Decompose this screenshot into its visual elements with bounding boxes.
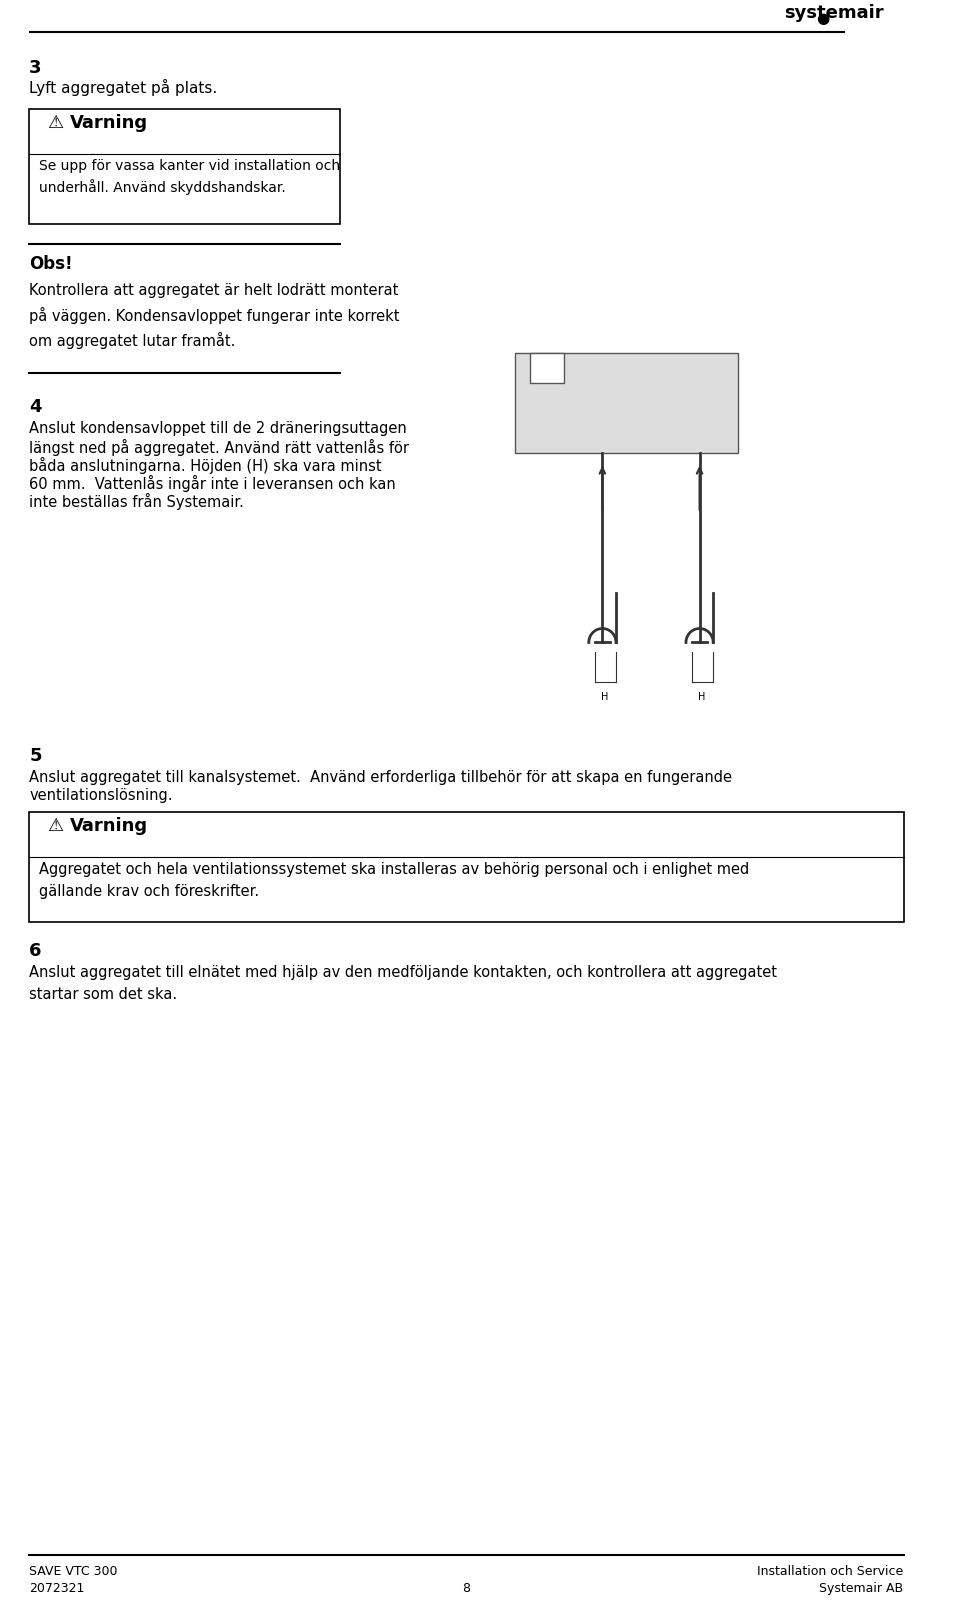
Text: SAVE VTC 300: SAVE VTC 300 bbox=[29, 1565, 118, 1578]
Text: Lyft aggregatet på plats.: Lyft aggregatet på plats. bbox=[29, 79, 217, 96]
Text: längst ned på aggregatet. Använd rätt vattenlås för: längst ned på aggregatet. Använd rätt va… bbox=[29, 440, 409, 456]
Text: 5: 5 bbox=[29, 748, 41, 766]
Text: Se upp för vassa kanter vid installation och
underhåll. Använd skyddshandskar.: Se upp för vassa kanter vid installation… bbox=[38, 159, 340, 196]
Text: Systemair AB: Systemair AB bbox=[820, 1583, 903, 1595]
Text: Installation och Service: Installation och Service bbox=[757, 1565, 903, 1578]
Text: ventilationslösning.: ventilationslösning. bbox=[29, 788, 173, 802]
Text: Anslut aggregatet till elnätet med hjälp av den medföljande kontakten, och kontr: Anslut aggregatet till elnätet med hjälp… bbox=[29, 965, 778, 1002]
Text: båda anslutningarna. Höjden (H) ska vara minst: båda anslutningarna. Höjden (H) ska vara… bbox=[29, 457, 382, 473]
Text: inte beställas från Systemair.: inte beställas från Systemair. bbox=[29, 493, 244, 510]
Text: 3: 3 bbox=[29, 59, 41, 77]
Bar bbox=[29, 812, 903, 921]
Text: Anslut kondensavloppet till de 2 dräneringsuttagen: Anslut kondensavloppet till de 2 dräneri… bbox=[29, 421, 407, 437]
Text: 4: 4 bbox=[29, 398, 41, 416]
Text: H: H bbox=[698, 692, 706, 703]
Text: 60 mm.  Vattenlås ingår inte i leveransen och kan: 60 mm. Vattenlås ingår inte i leveransen… bbox=[29, 475, 396, 493]
Text: H: H bbox=[601, 692, 608, 703]
Text: 2072321: 2072321 bbox=[29, 1583, 84, 1595]
Text: ⚠: ⚠ bbox=[47, 817, 62, 835]
Text: Varning: Varning bbox=[70, 817, 148, 835]
Bar bbox=[530, 353, 564, 384]
Text: Anslut aggregatet till kanalsystemet.  Använd erforderliga tillbehör för att ska: Anslut aggregatet till kanalsystemet. An… bbox=[29, 770, 732, 785]
Text: Varning: Varning bbox=[70, 114, 148, 132]
Text: systemair: systemair bbox=[784, 5, 884, 22]
Text: Obs!: Obs! bbox=[29, 255, 73, 273]
Text: 8: 8 bbox=[463, 1583, 470, 1595]
Text: Kontrollera att aggregatet är helt lodrätt monterat
på väggen. Kondensavloppet f: Kontrollera att aggregatet är helt lodrä… bbox=[29, 284, 399, 350]
Bar bbox=[29, 109, 340, 223]
Text: ⚠: ⚠ bbox=[47, 114, 62, 132]
Text: Aggregatet och hela ventilationssystemet ska installeras av behörig personal och: Aggregatet och hela ventilationssystemet… bbox=[38, 862, 749, 899]
Text: ●: ● bbox=[816, 11, 829, 26]
Text: 6: 6 bbox=[29, 942, 41, 960]
Bar bbox=[515, 353, 738, 453]
